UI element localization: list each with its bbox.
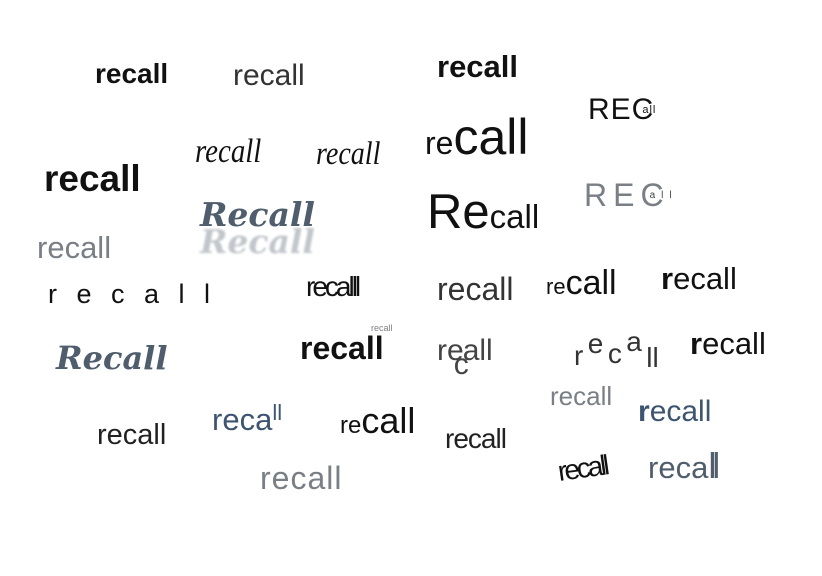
recall-logo-26: recall: [97, 419, 167, 451]
recall-logo-21: r e c a ll: [574, 326, 659, 372]
re-text: re: [425, 125, 454, 161]
r-text: r: [638, 395, 650, 428]
recall-logo-2: recall: [233, 59, 305, 92]
recall-logo-11: RECall: [584, 179, 678, 211]
recall-logo-20: recall: [437, 334, 493, 380]
recall-logo-29: recall: [260, 460, 343, 496]
recall-logo-22: recall: [690, 328, 766, 359]
recall-logo-7: recall: [425, 112, 528, 162]
a-text: a: [626, 326, 642, 357]
e-text: e: [587, 328, 604, 359]
re-text: re: [437, 334, 464, 367]
ecall-text: ecall: [702, 326, 766, 361]
all-text: all: [649, 190, 678, 201]
c-text: c: [607, 338, 622, 369]
recall-logo-1: recall: [95, 58, 169, 89]
recall-logo-5: recall: [195, 133, 262, 170]
recall-logo-6: recall: [316, 136, 381, 172]
recall-logo-28: recall: [638, 397, 711, 427]
ll-text: ll: [646, 342, 659, 373]
recall-logo-24: recall: [212, 400, 283, 437]
all-text: all: [462, 334, 493, 367]
reca-text: reca: [212, 402, 273, 437]
recall-logo-30: recall: [555, 449, 609, 487]
recall-logo-4: RECall: [588, 95, 656, 125]
r-text: r: [574, 340, 584, 371]
ll-text: ll: [708, 445, 720, 486]
r-text: r: [661, 261, 674, 296]
r-text: r: [690, 326, 703, 361]
recall-logo-14: recalll: [306, 271, 361, 302]
ecall-text: ecall: [673, 261, 737, 296]
recall-logo-18: Recall: [56, 339, 168, 377]
recall-logo-13: r e c a l l: [48, 279, 217, 309]
recall-logo-3: recall: [437, 49, 519, 84]
call-text: call: [361, 400, 416, 441]
recall-logo-8: recall: [44, 158, 141, 199]
re-text: re: [546, 274, 566, 299]
recall-logo-9-shadow: Recall: [200, 222, 315, 261]
re-text: Re: [427, 185, 490, 239]
call-text: call: [489, 198, 540, 235]
recall-logo-19: recall: [300, 330, 384, 366]
ecall-text: ecall: [649, 395, 712, 428]
recall-logo-23: recall: [550, 381, 613, 411]
rec-text: REC: [588, 93, 655, 126]
recall-logo-9: Recall: [200, 195, 315, 234]
all-text: all: [642, 104, 657, 116]
recall-logo-15: recall: [437, 271, 514, 307]
recall-logo-31: recall: [648, 445, 720, 486]
recall-logo-12: recall: [37, 230, 112, 265]
call-text: call: [453, 109, 529, 165]
recall-logo-27: recall: [445, 423, 507, 454]
recall-logo-25: recall: [340, 403, 415, 439]
recall-logo-17: recall: [661, 263, 737, 294]
recall-logo-19-tiny: recall: [371, 323, 393, 333]
rec-text: REC: [584, 177, 670, 213]
ll-text: ll: [272, 400, 283, 425]
recall-logo-16: recall: [546, 266, 617, 300]
re-text: re: [340, 412, 362, 439]
call-text: call: [565, 264, 617, 302]
c-text: c: [453, 348, 469, 381]
reca-text: reca: [648, 450, 709, 485]
recall-logo-10: Recall: [427, 188, 539, 237]
